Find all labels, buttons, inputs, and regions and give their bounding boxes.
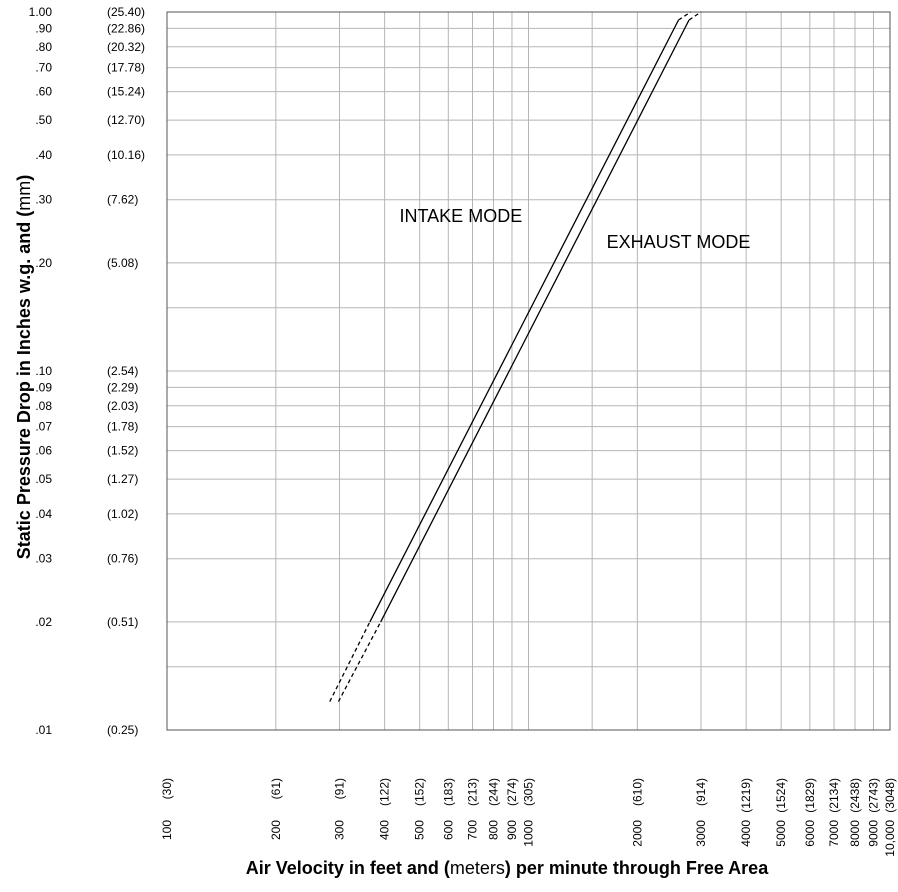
y-axis-label-unit: mm [14, 181, 34, 211]
x-tick-label: 400 [378, 820, 392, 840]
x-tick-label-m: (2743) [866, 778, 880, 813]
x-tick-label: 8000 [848, 820, 862, 847]
y-tick-label-mm: (0.76) [107, 552, 138, 566]
series-lines [329, 11, 702, 702]
y-tick-label-mm: (2.29) [107, 380, 138, 394]
x-tick-label-m: (183) [441, 778, 455, 806]
x-axis-label: Air Velocity in feet and (meters) per mi… [246, 858, 769, 878]
x-tick-label: 6000 [803, 820, 817, 847]
y-tick-label: .02 [35, 615, 52, 629]
y-tick-label: .10 [35, 364, 52, 378]
y-tick-label-mm: (1.27) [107, 472, 138, 486]
y-tick-label-mm: (1.52) [107, 444, 138, 458]
y-tick-label-mm: (20.32) [107, 40, 145, 54]
y-tick-label: 1.00 [29, 5, 53, 19]
x-tick-label-m: (244) [486, 778, 500, 806]
series-line-dashed-high [678, 11, 692, 21]
y-tick-label: .90 [35, 21, 52, 35]
x-axis-label-end: ) per minute through Free Area [505, 858, 769, 878]
series-line-dashed-low [337, 621, 382, 702]
mode-labels: INTAKE MODE EXHAUST MODE [400, 206, 751, 252]
mode-label: EXHAUST MODE [607, 232, 751, 252]
y-tick-label-mm: (22.86) [107, 21, 145, 35]
y-tick-label: .80 [35, 40, 52, 54]
x-tick-label: 100 [160, 820, 174, 840]
series-line-dashed-high [688, 11, 702, 21]
y-tick-label: .06 [35, 444, 52, 458]
y-tick-label-mm: (1.02) [107, 507, 138, 521]
x-tick-label: 7000 [827, 820, 841, 847]
y-tick-label-mm: (1.78) [107, 420, 138, 434]
grid [166, 11, 891, 731]
y-tick-label-mm: (2.03) [107, 399, 138, 413]
y-tick-label-mm: (15.24) [107, 85, 145, 99]
x-tick-label-m: (213) [466, 778, 480, 806]
y-tick-label: .40 [35, 148, 52, 162]
y-tick-labels: 1.00 (25.40) .90 (22.86) .80 (20.32) .70 (17.78… [29, 5, 145, 737]
y-tick-label: .60 [35, 85, 52, 99]
plot-frame [166, 11, 891, 731]
x-tick-label: 300 [332, 820, 346, 840]
y-tick-label: .04 [35, 507, 52, 521]
y-tick-label: .30 [35, 193, 52, 207]
y-tick-label-mm: (25.40) [107, 5, 145, 19]
y-tick-label-mm: (12.70) [107, 113, 145, 127]
x-tick-label-m: (2134) [827, 778, 841, 813]
x-tick-label: 1000 [522, 820, 536, 847]
series-line-dashed-low [329, 621, 371, 702]
y-tick-label-mm: (0.51) [107, 615, 138, 629]
x-tick-label-m: (1524) [774, 778, 788, 813]
y-tick-label: .09 [35, 380, 52, 394]
x-tick-label: 500 [413, 820, 427, 840]
y-tick-label: .20 [35, 256, 52, 270]
y-tick-label: .70 [35, 61, 52, 75]
y-tick-label-mm: (2.54) [107, 364, 138, 378]
y-tick-label-mm: (17.78) [107, 61, 145, 75]
series-line [380, 19, 690, 623]
y-axis-label-end: ) [14, 175, 34, 181]
y-tick-label-mm: (0.25) [107, 723, 138, 737]
x-tick-labels: 100 (30) 200 (61) 300 (91) 400 (122) 500 (152) 600… [160, 778, 897, 857]
x-tick-label: 2000 [630, 820, 644, 847]
x-tick-label-m: (152) [413, 778, 427, 806]
x-tick-label-m: (3048) [883, 778, 897, 813]
y-axis-label-start: Static Pressure Drop in Inches w.g. and … [14, 211, 34, 559]
y-tick-label-mm: (5.08) [107, 256, 138, 270]
x-tick-label: 200 [269, 820, 283, 840]
x-tick-label-m: (274) [505, 778, 519, 806]
x-tick-label-m: (91) [332, 778, 346, 799]
series-line [369, 19, 680, 623]
y-tick-label-mm: (10.16) [107, 148, 145, 162]
x-tick-label: 9000 [866, 820, 880, 847]
x-tick-label: 800 [486, 820, 500, 840]
y-tick-label: .05 [35, 472, 52, 486]
mode-label: INTAKE MODE [400, 206, 523, 226]
x-axis-label-start: Air Velocity in feet and ( [246, 858, 450, 878]
x-tick-label-m: (610) [630, 778, 644, 806]
y-tick-label-mm: (7.62) [107, 193, 138, 207]
x-tick-label-m: (914) [694, 778, 708, 806]
x-tick-label: 900 [505, 820, 519, 840]
x-tick-label-m: (122) [378, 778, 392, 806]
x-tick-label-m: (61) [269, 778, 283, 799]
y-tick-label: .50 [35, 113, 52, 127]
x-tick-label-m: (305) [522, 778, 536, 806]
x-tick-label: 3000 [694, 820, 708, 847]
x-axis-label-unit: meters [450, 858, 505, 878]
x-tick-label-m: (30) [160, 778, 174, 799]
x-tick-label-m: (1219) [739, 778, 753, 813]
y-tick-label: .08 [35, 399, 52, 413]
y-axis-label: Static Pressure Drop in Inches w.g. and … [14, 175, 34, 559]
y-tick-label: .07 [35, 420, 52, 434]
x-tick-label: 4000 [739, 820, 753, 847]
x-tick-label-m: (2438) [848, 778, 862, 813]
x-tick-label-m: (1829) [803, 778, 817, 813]
y-tick-label: .03 [35, 552, 52, 566]
x-tick-label: 600 [441, 820, 455, 840]
x-tick-label: 5000 [774, 820, 788, 847]
x-tick-label: 10,000 [883, 820, 897, 857]
y-tick-label: .01 [35, 723, 52, 737]
x-tick-label: 700 [466, 820, 480, 840]
